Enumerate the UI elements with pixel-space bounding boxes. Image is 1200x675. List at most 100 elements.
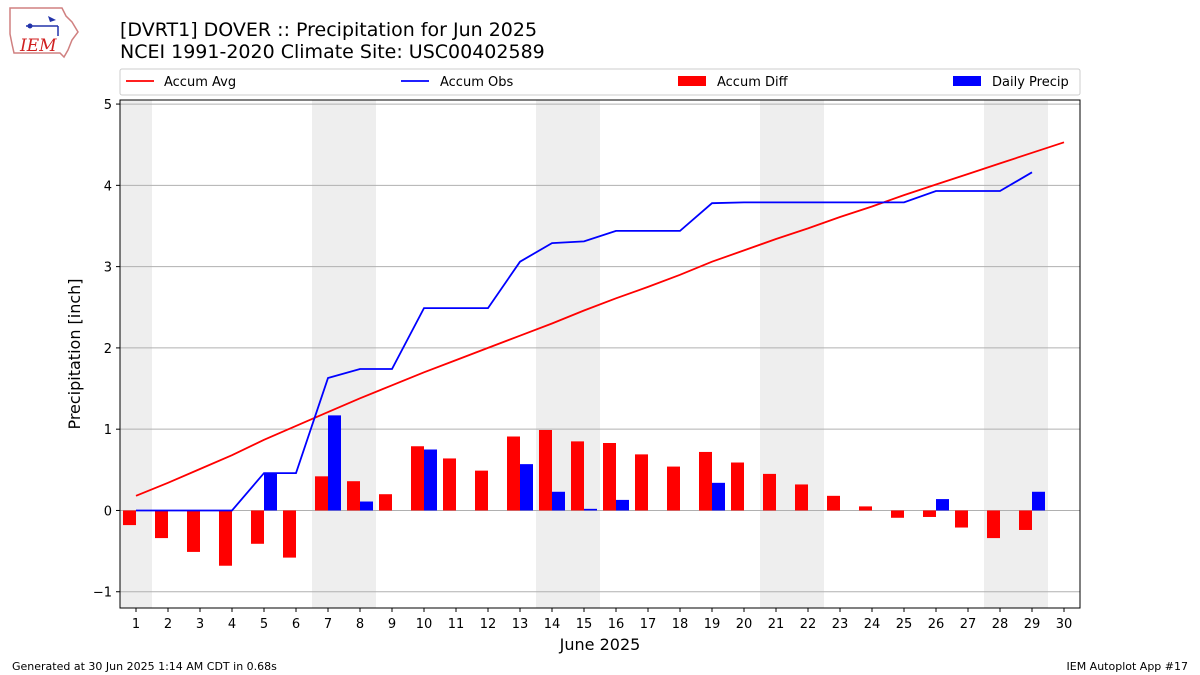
legend-swatch-daily-precip bbox=[953, 76, 981, 86]
accum-diff-bar bbox=[635, 454, 648, 511]
daily-precip-bar bbox=[328, 415, 341, 511]
x-tick-label: 17 bbox=[640, 617, 657, 632]
x-tick-label: 16 bbox=[608, 617, 625, 632]
accum-diff-bar bbox=[699, 451, 712, 511]
accum-diff-bar bbox=[923, 510, 936, 517]
daily-precip-bar bbox=[360, 501, 373, 511]
accum-diff-bar bbox=[987, 510, 1000, 539]
legend-label-accum-diff: Accum Diff bbox=[717, 75, 789, 90]
accum-obs-line bbox=[136, 171, 1033, 512]
x-tick-label: 2 bbox=[164, 617, 172, 632]
accum-diff-bar bbox=[155, 510, 168, 539]
y-axis-label: Precipitation [inch] bbox=[65, 278, 84, 429]
logo-text: IEM bbox=[19, 36, 57, 56]
x-tick-label: 15 bbox=[576, 617, 593, 632]
daily-precip-bar bbox=[264, 473, 277, 511]
x-tick-label: 3 bbox=[196, 617, 204, 632]
x-tick-label: 26 bbox=[928, 617, 945, 632]
x-tick-label: 23 bbox=[832, 617, 849, 632]
x-tick-label: 27 bbox=[960, 617, 977, 632]
weekend-shade bbox=[536, 100, 568, 608]
weekend-shade bbox=[344, 100, 376, 608]
weekend-shade bbox=[568, 100, 600, 608]
accum-diff-bar bbox=[443, 458, 456, 511]
iem-logo: IEM bbox=[9, 7, 79, 59]
accum-diff-bar bbox=[955, 510, 968, 528]
y-tick-label: 1 bbox=[104, 423, 112, 438]
footer-app: IEM Autoplot App #17 bbox=[1067, 660, 1189, 673]
daily-precip-bar bbox=[1032, 491, 1045, 511]
weekend-shade bbox=[760, 100, 792, 608]
accum-diff-bar bbox=[731, 462, 744, 511]
accum-diff-bar bbox=[347, 481, 360, 511]
x-tick-label: 8 bbox=[356, 617, 364, 632]
x-tick-label: 9 bbox=[388, 617, 396, 632]
x-tick-label: 18 bbox=[672, 617, 689, 632]
accum-diff-bar bbox=[827, 495, 840, 511]
daily-precip-bar bbox=[520, 464, 533, 511]
accum-diff-bar bbox=[667, 466, 680, 511]
accum-diff-bar bbox=[891, 510, 904, 518]
accum-diff-bar bbox=[411, 446, 424, 511]
x-tick-label: 1 bbox=[132, 617, 140, 632]
x-tick-label: 5 bbox=[260, 617, 268, 632]
x-tick-label: 12 bbox=[480, 617, 497, 632]
accum-diff-bar bbox=[763, 473, 776, 511]
x-tick-label: 25 bbox=[896, 617, 913, 632]
accum-diff-bar bbox=[539, 429, 552, 511]
legend-label-accum-obs: Accum Obs bbox=[440, 75, 513, 90]
daily-precip-bar bbox=[712, 482, 725, 511]
accum-diff-bar bbox=[219, 510, 232, 566]
accum-diff-bar bbox=[251, 510, 264, 544]
daily-precip-bar bbox=[936, 499, 949, 511]
x-tick-label: 21 bbox=[768, 617, 785, 632]
weekend-shade bbox=[792, 100, 824, 608]
legend-swatch-accum-diff bbox=[678, 76, 706, 86]
x-tick-label: 6 bbox=[292, 617, 300, 632]
accum-diff-bar bbox=[123, 510, 136, 526]
x-tick-label: 20 bbox=[736, 617, 753, 632]
legend-label-accum-avg: Accum Avg bbox=[164, 75, 236, 90]
y-tick-label: 4 bbox=[104, 179, 112, 194]
x-tick-label: 7 bbox=[324, 617, 332, 632]
accum-diff-bar bbox=[1019, 510, 1032, 530]
x-tick-label: 29 bbox=[1024, 617, 1041, 632]
accum-diff-bar bbox=[187, 510, 200, 552]
y-tick-label: 3 bbox=[104, 261, 112, 276]
accum-diff-bar bbox=[507, 436, 520, 511]
daily-precip-bar bbox=[584, 508, 597, 511]
plot-frame bbox=[119, 99, 1081, 609]
x-tick-label: 30 bbox=[1056, 617, 1073, 632]
accum-diff-bar bbox=[379, 494, 392, 511]
x-tick-label: 11 bbox=[448, 617, 465, 632]
daily-precip-bar bbox=[616, 499, 629, 511]
weekend-shade bbox=[120, 100, 152, 608]
x-tick-label: 22 bbox=[800, 617, 817, 632]
accum-diff-bar bbox=[795, 484, 808, 511]
accum-diff-bar bbox=[475, 470, 488, 511]
accum-diff-bar bbox=[859, 506, 872, 511]
accum-diff-bar bbox=[283, 510, 296, 558]
accum-diff-bar bbox=[603, 443, 616, 511]
x-tick-label: 4 bbox=[228, 617, 236, 632]
chart-title-line2: NCEI 1991-2020 Climate Site: USC00402589 bbox=[120, 41, 545, 63]
y-tick-label: 2 bbox=[104, 342, 112, 357]
daily-precip-bar bbox=[552, 491, 565, 511]
weekend-shade bbox=[1016, 100, 1048, 608]
legend-label-daily-precip: Daily Precip bbox=[992, 75, 1069, 90]
x-tick-label: 10 bbox=[416, 617, 433, 632]
legend: Accum Avg Accum Obs Accum Diff Daily Pre… bbox=[119, 68, 1081, 96]
x-axis-label: June 2025 bbox=[559, 635, 641, 654]
x-tick-label: 24 bbox=[864, 617, 881, 632]
x-tick-label: 28 bbox=[992, 617, 1009, 632]
daily-precip-bar bbox=[424, 449, 437, 511]
y-tick-label: 0 bbox=[104, 504, 112, 519]
x-tick-label: 19 bbox=[704, 617, 721, 632]
accum-avg-line bbox=[135, 141, 1065, 497]
x-tick-label: 13 bbox=[512, 617, 529, 632]
chart-title-line1: [DVRT1] DOVER :: Precipitation for Jun 2… bbox=[120, 19, 537, 41]
x-tick-label: 14 bbox=[544, 617, 561, 632]
y-tick-label: 5 bbox=[104, 98, 112, 113]
